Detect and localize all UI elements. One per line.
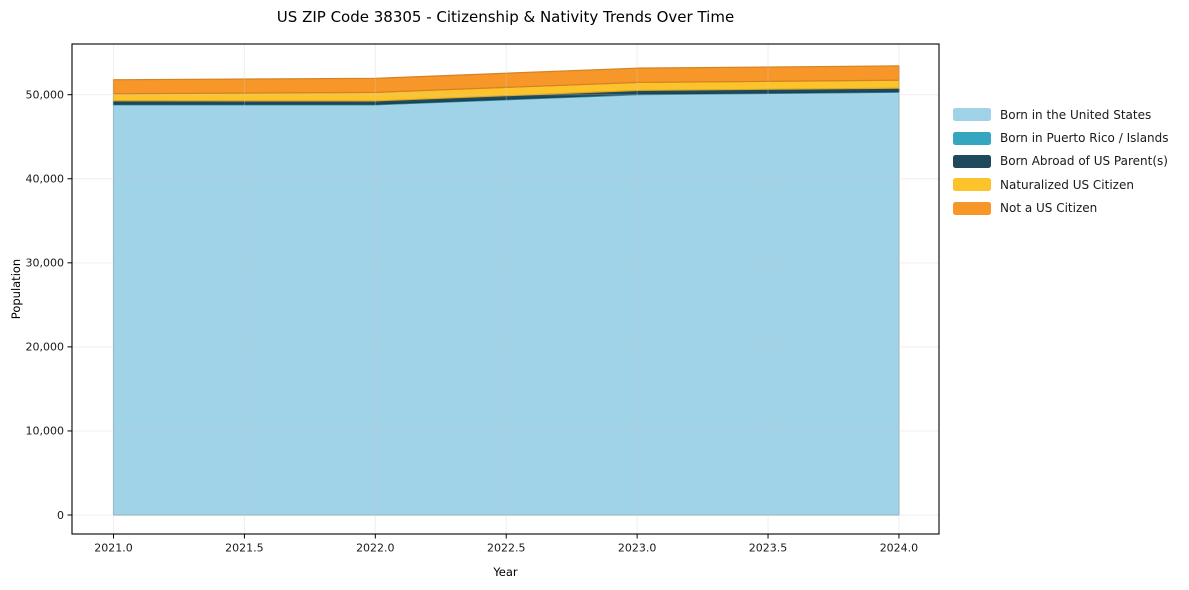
legend-swatch-born-abroad-of-us-parent-s bbox=[953, 154, 991, 168]
area-not-a-us-citizen bbox=[112, 65, 900, 95]
y-tick-label: 10,000 bbox=[26, 425, 65, 438]
x-tick-label: 2024.0 bbox=[880, 542, 919, 555]
legend-swatch-not-a-us-citizen bbox=[953, 201, 991, 215]
legend-item-not-a-us-citizen: Not a US Citizen bbox=[953, 197, 1169, 220]
legend-label: Born in the United States bbox=[1000, 107, 1152, 122]
legend-swatch-naturalized-us-citizen bbox=[953, 178, 991, 192]
legend-label: Naturalized US Citizen bbox=[1000, 177, 1134, 192]
legend-swatch-born-in-puerto-rico-islands bbox=[953, 131, 991, 145]
legend-item-naturalized-us-citizen: Naturalized US Citizen bbox=[953, 173, 1169, 196]
chart-title: US ZIP Code 38305 - Citizenship & Nativi… bbox=[276, 8, 735, 26]
legend-label: Born in Puerto Rico / Islands bbox=[1000, 131, 1169, 146]
x-tick-label: 2023.0 bbox=[618, 542, 657, 555]
x-tick-label: 2022.0 bbox=[356, 542, 395, 555]
legend-item-born-in-the-united-states: Born in the United States bbox=[953, 103, 1169, 126]
legend-item-born-in-puerto-rico-islands: Born in Puerto Rico / Islands bbox=[953, 126, 1169, 149]
plot-frame bbox=[71, 43, 940, 535]
x-tick-label: 2022.5 bbox=[487, 542, 526, 555]
legend-label: Not a US Citizen bbox=[1000, 201, 1098, 216]
y-tick-label: 40,000 bbox=[26, 173, 65, 186]
y-axis-label: Population bbox=[9, 258, 23, 320]
x-tick-label: 2023.5 bbox=[749, 542, 788, 555]
y-tick-label: 20,000 bbox=[26, 341, 65, 354]
x-axis-label: Year bbox=[493, 565, 518, 579]
x-tick-label: 2021.0 bbox=[94, 542, 133, 555]
x-tick-label: 2021.5 bbox=[225, 542, 264, 555]
legend: Born in the United States Born in Puerto … bbox=[953, 103, 1169, 220]
y-tick-label: 0 bbox=[57, 509, 64, 522]
y-tick-label: 50,000 bbox=[26, 89, 65, 102]
y-tick-label: 30,000 bbox=[26, 257, 65, 270]
legend-item-born-abroad-of-us-parent-s: Born Abroad of US Parent(s) bbox=[953, 150, 1169, 173]
legend-label: Born Abroad of US Parent(s) bbox=[1000, 154, 1168, 169]
legend-swatch-born-in-the-united-states bbox=[953, 108, 991, 122]
